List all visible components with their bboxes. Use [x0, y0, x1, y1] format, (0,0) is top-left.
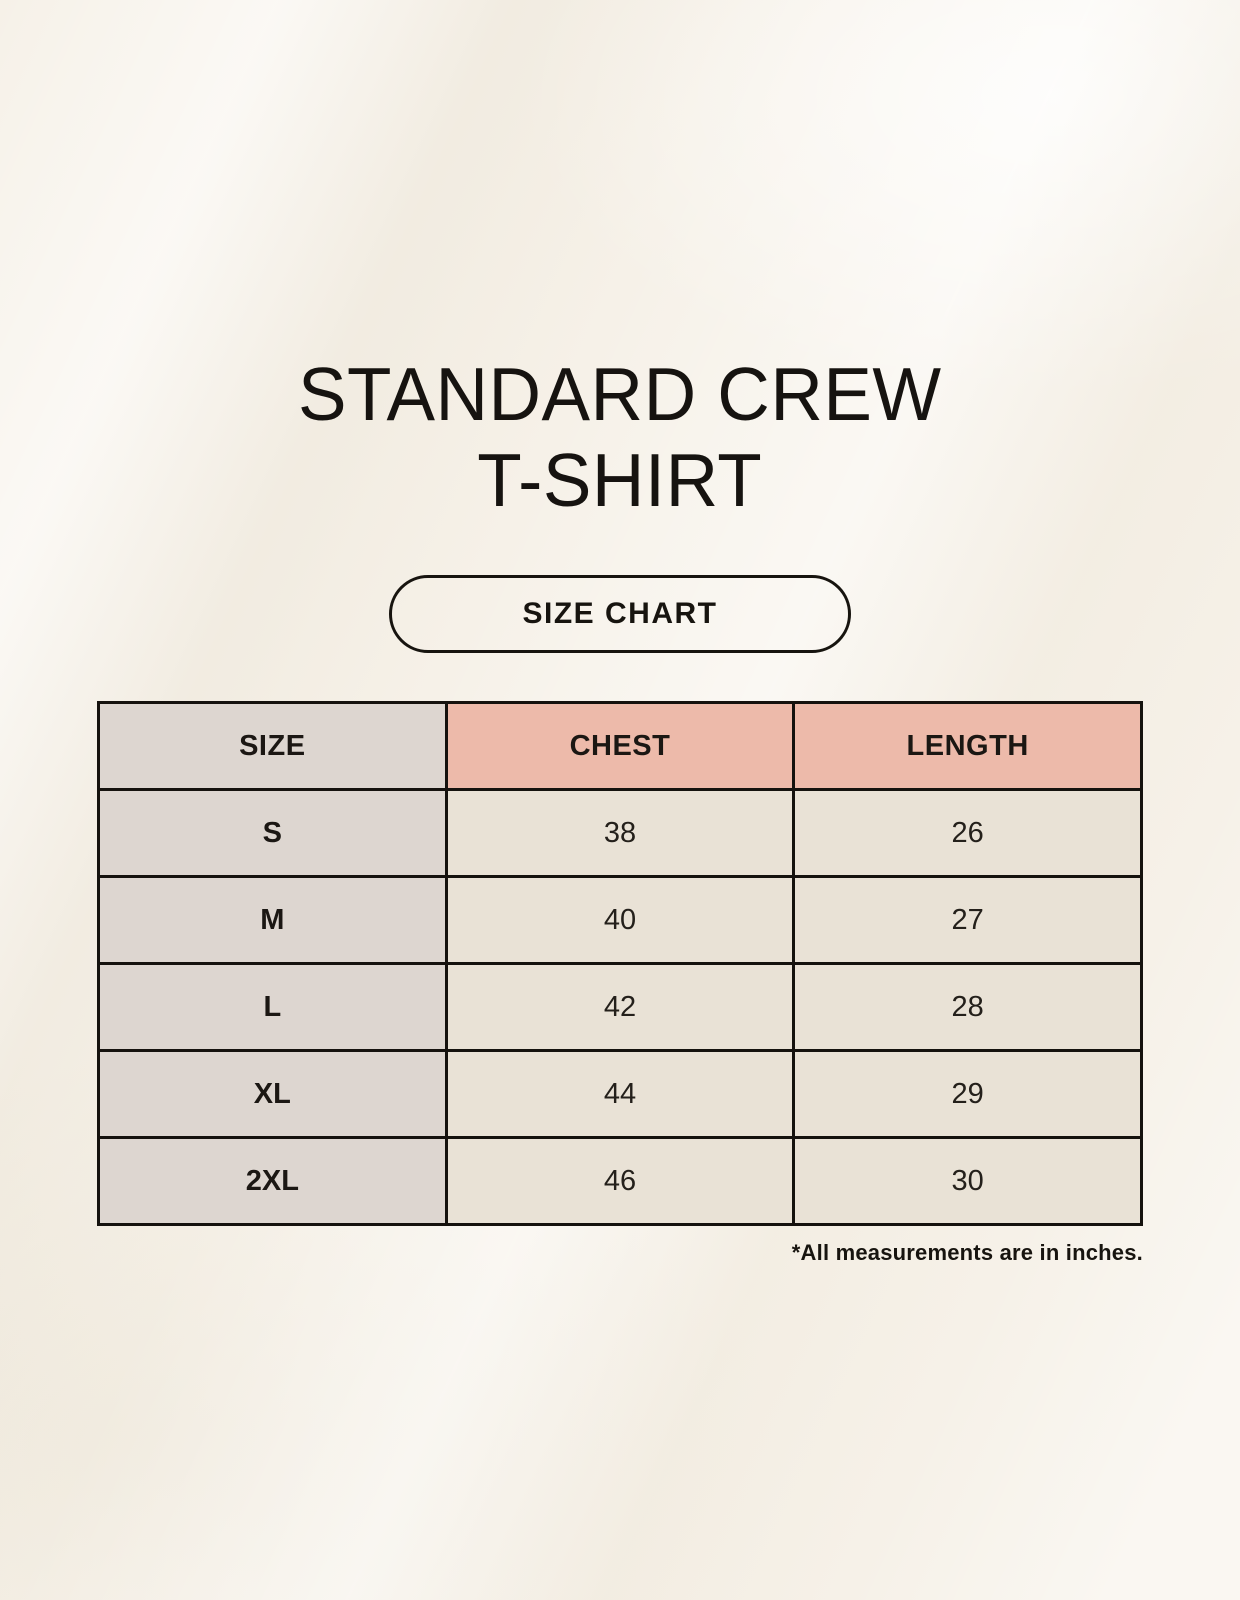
- cell-length: 29: [792, 1049, 1143, 1139]
- table-header-row: SIZE CHEST LENGTH: [97, 701, 1143, 791]
- page-title-line2: T-SHIRT: [477, 437, 763, 522]
- cell-size: L: [97, 962, 448, 1052]
- cell-size: 2XL: [97, 1136, 448, 1226]
- page-title-line1: STANDARD CREW: [298, 352, 942, 436]
- table-row: 2XL 46 30: [97, 1136, 1143, 1226]
- size-chart-button[interactable]: SIZE CHART: [389, 575, 851, 653]
- cell-chest: 46: [444, 1136, 796, 1226]
- cell-length: 30: [792, 1136, 1143, 1226]
- measurement-note: *All measurements are in inches.: [791, 1240, 1143, 1265]
- table-row: XL 44 29: [97, 1049, 1143, 1139]
- cell-length: 26: [792, 788, 1143, 878]
- cell-size: XL: [97, 1049, 448, 1139]
- col-header-length: LENGTH: [792, 701, 1143, 791]
- cell-size: M: [97, 875, 448, 965]
- size-chart-table: SIZE CHEST LENGTH S 38 26 M 40 27 L 42 2…: [97, 701, 1143, 1226]
- cell-chest: 44: [444, 1049, 796, 1139]
- table-row: S 38 26: [97, 788, 1143, 878]
- cell-chest: 40: [444, 875, 796, 965]
- table-row: L 42 28: [97, 962, 1143, 1052]
- cell-length: 27: [792, 875, 1143, 965]
- cell-chest: 42: [444, 962, 796, 1052]
- col-header-chest: CHEST: [444, 701, 796, 791]
- cell-length: 28: [792, 962, 1143, 1052]
- cell-chest: 38: [444, 788, 796, 878]
- table-row: M 40 27: [97, 875, 1143, 965]
- page-title: STANDARD CREW T-SHIRT: [298, 352, 942, 523]
- cell-size: S: [97, 788, 448, 878]
- col-header-size: SIZE: [97, 701, 448, 791]
